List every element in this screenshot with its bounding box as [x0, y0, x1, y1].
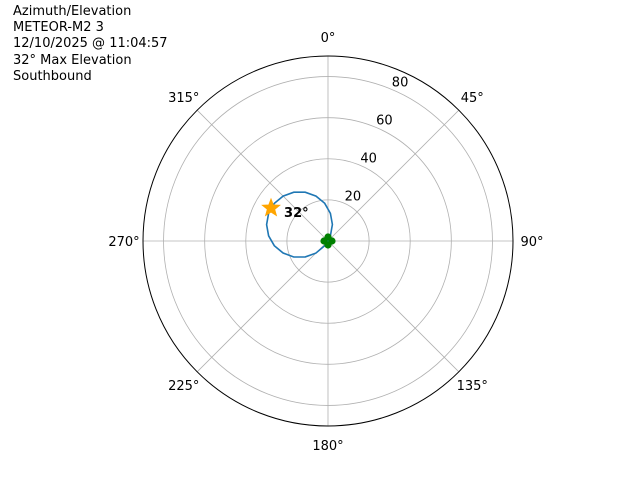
r-tick-label: 20	[345, 189, 362, 204]
theta-tick-label: 180°	[312, 439, 343, 454]
theta-tick-label: 90°	[520, 235, 543, 250]
grid-spoke	[196, 240, 329, 373]
start-clover-marker	[320, 233, 336, 249]
theta-tick-label: 270°	[108, 235, 139, 250]
grid-spoke	[327, 240, 460, 373]
chart-title: Azimuth/Elevation METEOR-M2 3 12/10/2025…	[13, 4, 168, 85]
r-tick-label: 40	[360, 151, 377, 166]
title-line: METEOR-M2 3	[13, 20, 104, 36]
title-line: 32° Max Elevation	[13, 52, 132, 68]
grid-spoke	[327, 109, 460, 242]
theta-tick-label: 135°	[457, 379, 488, 394]
r-tick-label: 80	[392, 75, 409, 90]
title-line: Azimuth/Elevation	[13, 4, 132, 19]
theta-tick-label: 315°	[168, 91, 199, 106]
theta-tick-label: 45°	[461, 91, 484, 106]
max-elevation-label: 32°	[284, 206, 309, 221]
theta-tick-label: 0°	[321, 31, 336, 46]
max-elevation-star-marker	[261, 197, 281, 217]
theta-tick-label: 225°	[168, 379, 199, 394]
pass-track-line	[265, 191, 334, 258]
title-line: Southbound	[13, 68, 92, 84]
clover-lobe	[320, 237, 328, 245]
outer-frame	[142, 55, 514, 427]
grid-spoke	[196, 109, 329, 242]
title-line: 12/10/2025 @ 11:04:57	[13, 36, 168, 52]
r-tick-label: 60	[376, 113, 393, 128]
